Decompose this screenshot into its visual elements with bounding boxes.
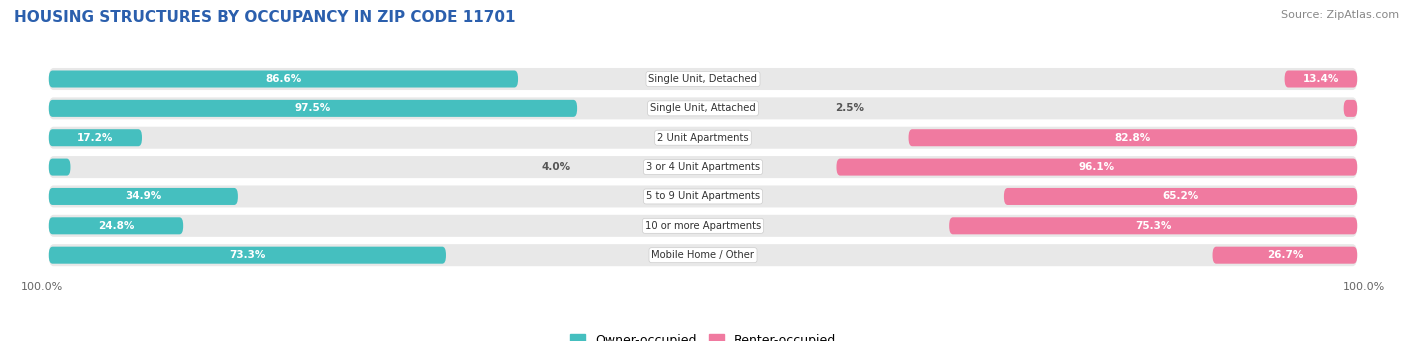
FancyBboxPatch shape — [837, 159, 1357, 176]
Text: 96.1%: 96.1% — [1078, 162, 1115, 172]
Text: 34.9%: 34.9% — [125, 191, 162, 202]
Text: 97.5%: 97.5% — [295, 103, 330, 113]
Text: 10 or more Apartments: 10 or more Apartments — [645, 221, 761, 231]
Legend: Owner-occupied, Renter-occupied: Owner-occupied, Renter-occupied — [569, 334, 837, 341]
FancyBboxPatch shape — [908, 129, 1357, 146]
FancyBboxPatch shape — [49, 217, 183, 234]
FancyBboxPatch shape — [49, 71, 517, 88]
Text: 5 to 9 Unit Apartments: 5 to 9 Unit Apartments — [645, 191, 761, 202]
FancyBboxPatch shape — [49, 97, 1357, 119]
Text: 17.2%: 17.2% — [77, 133, 114, 143]
FancyBboxPatch shape — [1212, 247, 1357, 264]
Text: 24.8%: 24.8% — [98, 221, 134, 231]
Text: 73.3%: 73.3% — [229, 250, 266, 260]
FancyBboxPatch shape — [949, 217, 1357, 234]
Text: 2.5%: 2.5% — [835, 103, 865, 113]
FancyBboxPatch shape — [49, 129, 142, 146]
Text: 82.8%: 82.8% — [1115, 133, 1152, 143]
FancyBboxPatch shape — [49, 68, 1357, 90]
FancyBboxPatch shape — [49, 156, 1357, 178]
FancyBboxPatch shape — [1344, 100, 1357, 117]
FancyBboxPatch shape — [49, 247, 446, 264]
Text: Mobile Home / Other: Mobile Home / Other — [651, 250, 755, 260]
FancyBboxPatch shape — [49, 188, 238, 205]
Text: Single Unit, Detached: Single Unit, Detached — [648, 74, 758, 84]
Text: 13.4%: 13.4% — [1303, 74, 1339, 84]
FancyBboxPatch shape — [49, 186, 1357, 207]
FancyBboxPatch shape — [49, 159, 70, 176]
Text: 65.2%: 65.2% — [1163, 191, 1199, 202]
FancyBboxPatch shape — [1004, 188, 1357, 205]
Text: 86.6%: 86.6% — [266, 74, 301, 84]
Text: Single Unit, Attached: Single Unit, Attached — [650, 103, 756, 113]
FancyBboxPatch shape — [49, 100, 576, 117]
FancyBboxPatch shape — [1285, 71, 1357, 88]
Text: 3 or 4 Unit Apartments: 3 or 4 Unit Apartments — [645, 162, 761, 172]
Text: 2 Unit Apartments: 2 Unit Apartments — [657, 133, 749, 143]
Text: 75.3%: 75.3% — [1135, 221, 1171, 231]
Text: Source: ZipAtlas.com: Source: ZipAtlas.com — [1281, 10, 1399, 20]
Text: HOUSING STRUCTURES BY OCCUPANCY IN ZIP CODE 11701: HOUSING STRUCTURES BY OCCUPANCY IN ZIP C… — [14, 10, 516, 25]
Text: 26.7%: 26.7% — [1267, 250, 1303, 260]
FancyBboxPatch shape — [49, 127, 1357, 149]
FancyBboxPatch shape — [49, 244, 1357, 266]
Text: 4.0%: 4.0% — [541, 162, 571, 172]
FancyBboxPatch shape — [49, 215, 1357, 237]
